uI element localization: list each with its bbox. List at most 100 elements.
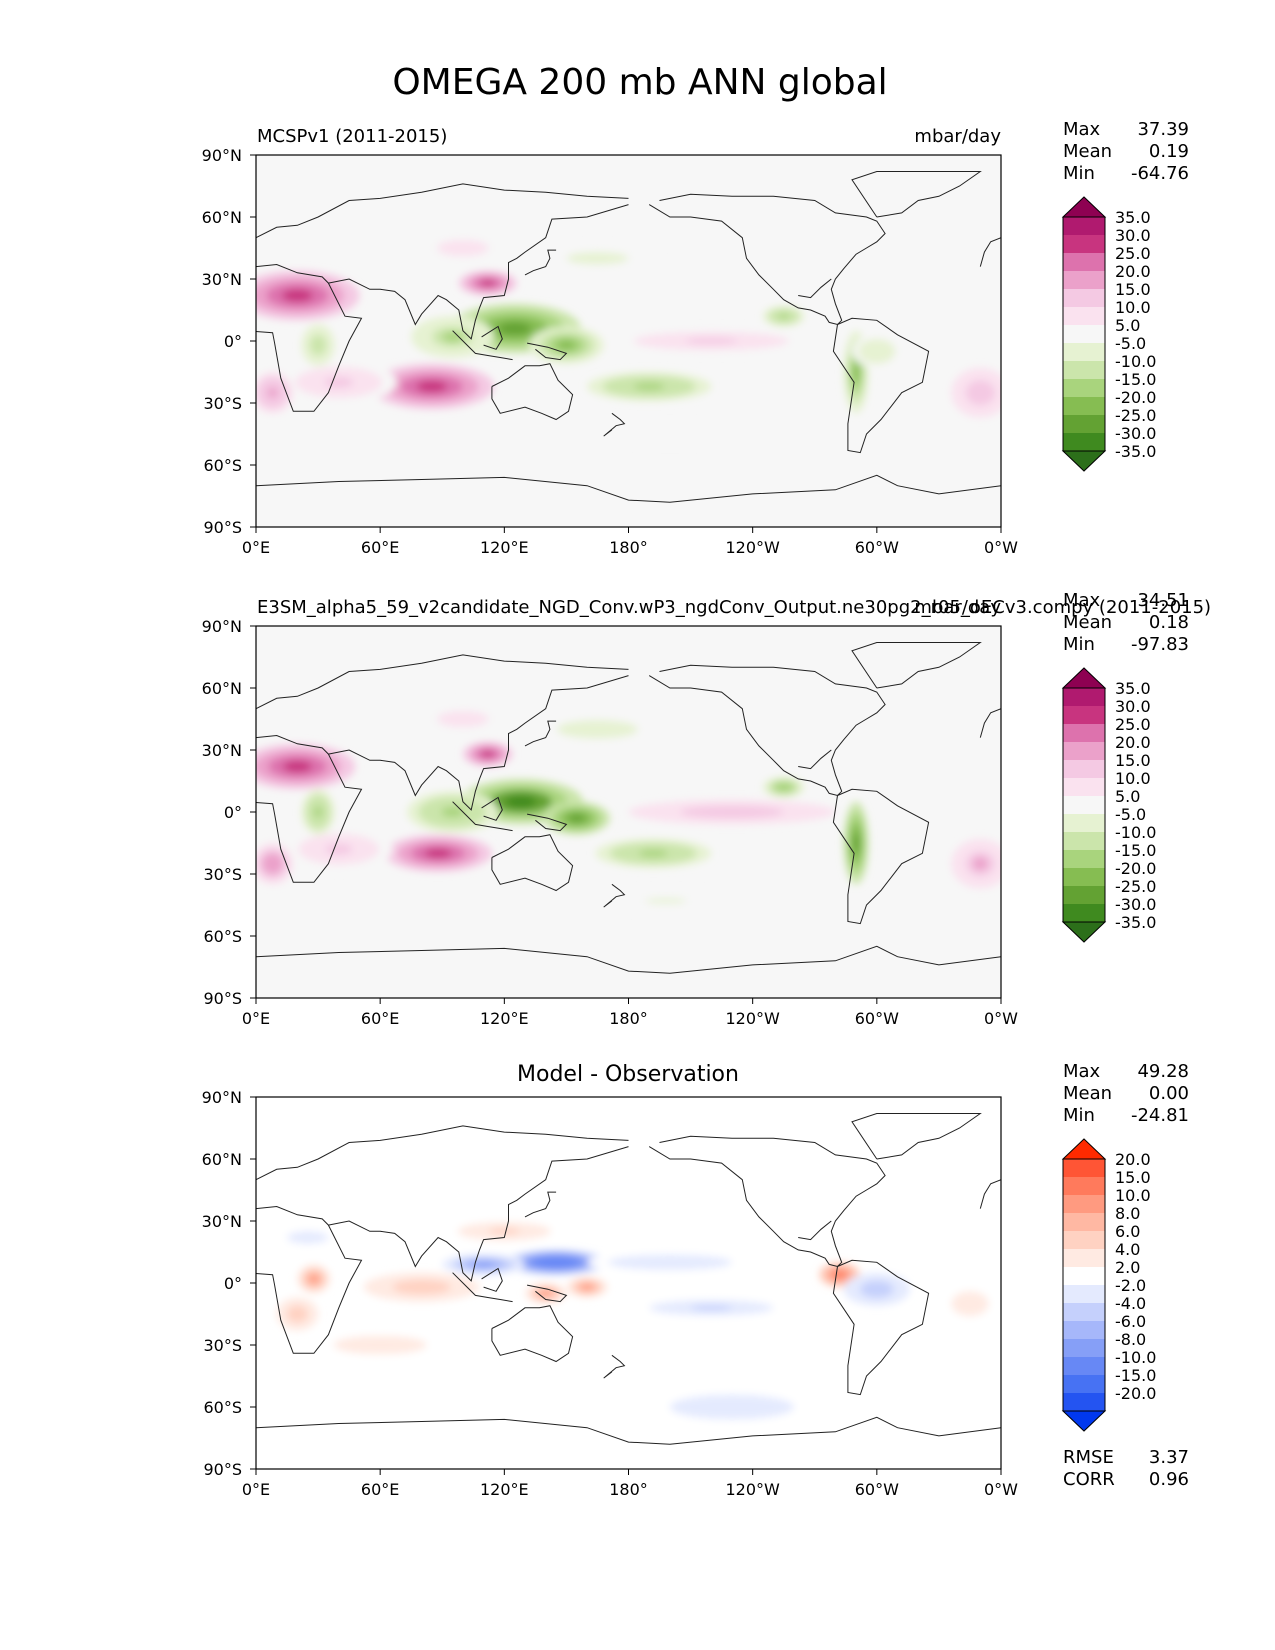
- y-tick-label: 60°S: [203, 1398, 242, 1417]
- coastline: [798, 278, 832, 299]
- figure-title: OMEGA 200 mb ANN global: [392, 62, 887, 103]
- y-tick-label: 60°N: [202, 679, 242, 698]
- contour-region: [853, 832, 860, 854]
- colorbar-bin: [1063, 742, 1105, 760]
- stat-value-min: -24.81: [1131, 1105, 1189, 1126]
- field-contours: [256, 231, 1001, 445]
- colorbar-tick-label: -10.0: [1115, 352, 1156, 371]
- coastline: [481, 796, 503, 821]
- x-tick-label: 0°E: [242, 1480, 270, 1499]
- colorbar-bin: [1063, 1231, 1105, 1249]
- coastline: [481, 325, 503, 350]
- colorbar-bin: [1063, 307, 1105, 325]
- coastline: [832, 788, 930, 925]
- colorbar-tick-label: 20.0: [1115, 262, 1151, 281]
- x-tick-label: 60°E: [361, 538, 399, 557]
- panel-difference-y-axis: 90°N 60°N 30°N 0° 30°S 60°S 90°S: [202, 1088, 256, 1479]
- x-tick-label: 180°: [609, 1009, 648, 1028]
- coastline: [491, 834, 574, 892]
- contour-region: [649, 431, 691, 437]
- panel-test-coastlines: [256, 642, 1001, 974]
- panel-reference-colorbar: 35.030.025.020.015.010.05.0-5.0-10.0-15.…: [1061, 196, 1156, 472]
- coastline: [452, 330, 513, 361]
- coastline: [452, 801, 513, 832]
- contour-region: [314, 339, 323, 351]
- y-tick-label: 30°S: [203, 865, 242, 884]
- colorbar-bin: [1063, 235, 1105, 253]
- contour-region: [481, 751, 494, 758]
- colorbar-tick-label: 4.0: [1115, 1240, 1140, 1259]
- coastline: [979, 1179, 1001, 1209]
- y-tick-label: 60°S: [203, 456, 242, 475]
- colorbar-tick-label: 15.0: [1115, 1168, 1151, 1187]
- panel-reference-y-axis: 90°N 60°N 30°N 0° 30°S 60°S 90°S: [202, 146, 256, 537]
- colorbar-bin: [1063, 688, 1105, 706]
- coastline: [481, 1267, 503, 1292]
- coastline: [851, 171, 982, 218]
- coastline: [256, 183, 629, 239]
- contour-region: [424, 848, 452, 858]
- coastline: [979, 708, 1001, 738]
- x-tick-label: 60°E: [361, 1009, 399, 1028]
- colorbar-tick-label: -30.0: [1115, 895, 1156, 914]
- colorbar-tick-label: 25.0: [1115, 244, 1151, 263]
- coastline: [527, 813, 568, 832]
- panel-difference-coastlines: [256, 1113, 1001, 1445]
- coastline: [603, 1354, 626, 1379]
- colorbar-tick-label: 15.0: [1115, 280, 1151, 299]
- coastline: [328, 1146, 629, 1282]
- coastline: [256, 1416, 1001, 1445]
- colorbar-tick-label: -10.0: [1115, 823, 1156, 842]
- x-tick-label: 120°E: [480, 538, 529, 557]
- colorbar-tick-label: 20.0: [1115, 733, 1151, 752]
- colorbar-tick-label: -25.0: [1115, 406, 1156, 425]
- field-contours: [256, 702, 1001, 912]
- stat-value-mean: 0.19: [1149, 141, 1189, 162]
- contour-region: [364, 1341, 396, 1349]
- contour-region: [685, 337, 738, 345]
- coastline: [256, 945, 1001, 974]
- colorbar-tick-label: -35.0: [1115, 913, 1156, 932]
- colorbar-tick-label: -35.0: [1115, 442, 1156, 461]
- contour-region: [633, 382, 665, 391]
- panel-reference-coastlines: [256, 171, 1001, 503]
- contour-region: [416, 380, 448, 393]
- colorbar-extend-min: [1061, 1410, 1107, 1432]
- x-tick-label: 60°W: [855, 1009, 899, 1028]
- colorbar-tick-label: -2.0: [1115, 1276, 1146, 1295]
- x-tick-label: 0°E: [242, 1009, 270, 1028]
- y-tick-label: 90°N: [202, 146, 242, 165]
- colorbar-tick-label: -5.0: [1115, 334, 1146, 353]
- colorbar-bin: [1063, 1339, 1105, 1357]
- colorbar-bin: [1063, 814, 1105, 832]
- colorbar-bin: [1063, 1321, 1105, 1339]
- colorbar-bin: [1063, 1159, 1105, 1177]
- stat-label-mean: Mean: [1063, 1083, 1112, 1104]
- coastline: [491, 1305, 574, 1363]
- panel-test-colorbar: 35.030.025.020.015.010.05.0-5.0-10.0-15.…: [1061, 667, 1156, 943]
- panel-test-title: E3SM_alpha5_59_v2candidate_NGD_Conv.wP3_…: [257, 597, 1211, 618]
- coastline: [491, 363, 574, 421]
- coastline: [328, 204, 629, 340]
- stat-label-mean: Mean: [1063, 141, 1112, 162]
- contour-region: [870, 347, 883, 356]
- contour-region: [314, 806, 323, 818]
- stat-value-min: -97.83: [1131, 634, 1189, 655]
- contour-region: [584, 726, 611, 733]
- colorbar-tick-label: 10.0: [1115, 1186, 1151, 1205]
- stat-value-mean: 0.18: [1149, 612, 1189, 633]
- colorbar-tick-label: -8.0: [1115, 1330, 1146, 1349]
- contour-region: [421, 1415, 463, 1420]
- coastline: [603, 412, 626, 437]
- colorbar-bin: [1063, 1393, 1105, 1411]
- contour-region: [488, 1228, 520, 1235]
- x-tick-label: 120°E: [480, 1480, 529, 1499]
- contour-region: [690, 1305, 732, 1311]
- panel-difference-colorbar: 20.015.010.08.06.04.02.0-2.0-4.0-6.0-8.0…: [1061, 1138, 1156, 1432]
- coastline: [256, 1125, 629, 1181]
- panel-reference-x-axis: 0°E 60°E 120°E 180° 120°W 60°W 0°W: [242, 527, 1018, 557]
- stat-value-max: 37.39: [1137, 119, 1189, 140]
- contour-region: [282, 760, 312, 773]
- y-tick-label: 0°: [224, 1274, 242, 1293]
- y-tick-label: 0°: [224, 803, 242, 822]
